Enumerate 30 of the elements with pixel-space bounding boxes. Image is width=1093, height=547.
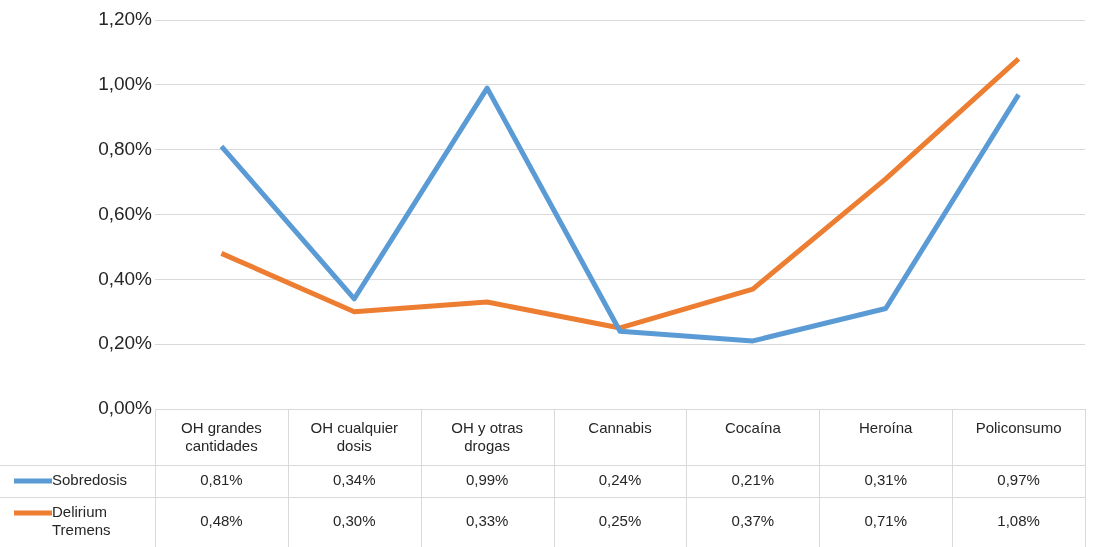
- data-label: 0,34%: [333, 471, 376, 489]
- x-tick-label: OH y otras drogas: [451, 419, 523, 455]
- x-tick-label: OH cualquier dosis: [310, 419, 399, 455]
- y-tick-label: 1,20%: [98, 8, 153, 30]
- data-label: 0,21%: [731, 471, 775, 489]
- data-label: 0,71%: [864, 512, 907, 530]
- x-tick-label: Cocaína: [724, 419, 782, 437]
- legend-label: Sobredosis: [52, 471, 128, 489]
- data-label: 0,81%: [200, 471, 243, 489]
- data-label: 0,25%: [598, 512, 642, 530]
- legend-label: Delirium Tremens: [52, 503, 111, 539]
- y-tick-label: 1,00%: [98, 73, 153, 95]
- y-tick-label: 0,80%: [98, 137, 153, 159]
- x-tick-label: Policonsumo: [975, 419, 1062, 437]
- data-label: 0,30%: [333, 512, 376, 530]
- y-tick-label: 0,20%: [98, 332, 153, 354]
- data-label: 0,33%: [465, 512, 509, 530]
- x-tick-label: Cannabis: [588, 419, 652, 437]
- data-label: 0,97%: [997, 471, 1040, 489]
- data-label: 1,08%: [997, 512, 1040, 530]
- x-tick-label: Heroína: [859, 419, 914, 437]
- x-tick-label: OH grandes cantidades: [180, 419, 262, 455]
- data-label: 0,99%: [465, 471, 509, 489]
- data-label: 0,24%: [598, 471, 642, 489]
- y-tick-label: 0,40%: [98, 267, 153, 289]
- data-label: 0,37%: [731, 512, 775, 530]
- y-tick-label: 0,00%: [98, 397, 153, 419]
- data-label: 0,48%: [200, 512, 243, 530]
- data-label: 0,31%: [864, 471, 907, 489]
- y-tick-label: 0,60%: [98, 202, 153, 224]
